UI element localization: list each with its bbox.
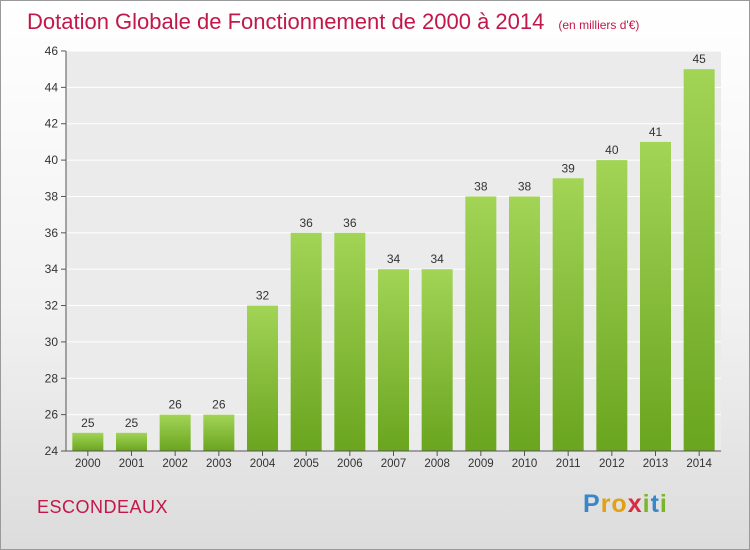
x-tick-label: 2000 [75, 458, 101, 470]
y-tick-label: 34 [45, 262, 59, 276]
bar [247, 305, 278, 451]
bar [640, 141, 671, 451]
logo-letter: o [611, 490, 628, 518]
data-label: 40 [605, 143, 619, 157]
x-tick-label: 2007 [381, 458, 407, 470]
x-tick-label: 2008 [424, 458, 450, 470]
logo-letter: i [642, 490, 651, 518]
x-tick-label: 2012 [599, 458, 625, 470]
data-label: 26 [212, 398, 226, 412]
data-label: 38 [474, 179, 488, 193]
unit-label: (en milliers d'€) [558, 18, 640, 32]
y-tick-label: 30 [45, 335, 59, 349]
logo-letter: P [583, 490, 601, 518]
y-tick-label: 46 [45, 44, 59, 58]
data-label: 36 [299, 216, 313, 230]
bar [421, 269, 453, 451]
logo-letter: i [659, 490, 668, 518]
y-tick-label: 42 [45, 117, 59, 131]
data-label: 39 [561, 161, 575, 175]
x-tick-label: 2006 [337, 458, 363, 470]
bar [596, 160, 628, 451]
x-tick-label: 2009 [468, 458, 494, 470]
x-tick-label: 2005 [293, 458, 319, 470]
logo-letter: x [627, 490, 643, 518]
bar [683, 69, 715, 451]
chart-title: Dotation Globale de Fonctionnement de 20… [27, 9, 639, 35]
bar [203, 414, 235, 451]
x-tick-label: 2013 [643, 458, 669, 470]
y-tick-label: 26 [45, 408, 59, 422]
bar [116, 432, 147, 451]
data-label: 25 [125, 416, 139, 430]
bar [552, 178, 584, 452]
data-label: 34 [430, 252, 444, 266]
x-tick-label: 2001 [119, 458, 145, 470]
logo-letter: r [600, 490, 612, 518]
data-label: 32 [256, 289, 270, 303]
bar [159, 414, 191, 451]
data-label: 25 [81, 416, 95, 430]
y-tick-label: 24 [45, 444, 59, 458]
y-tick-label: 40 [45, 153, 59, 167]
y-tick-label: 28 [45, 371, 59, 385]
x-tick-label: 2014 [686, 458, 712, 470]
data-label: 26 [168, 398, 182, 412]
bar [72, 432, 104, 451]
bar [290, 232, 322, 451]
x-tick-label: 2010 [512, 458, 538, 470]
bar [378, 269, 409, 451]
data-label: 36 [343, 216, 357, 230]
bar [334, 232, 366, 451]
x-tick-label: 2004 [250, 458, 276, 470]
x-tick-label: 2003 [206, 458, 232, 470]
x-tick-label: 2011 [556, 458, 581, 470]
y-tick-label: 32 [45, 299, 59, 313]
bar [509, 196, 540, 451]
data-label: 38 [518, 179, 532, 193]
data-label: 34 [387, 252, 401, 266]
commune-name: ESCONDEAUX [37, 497, 169, 517]
bar [465, 196, 497, 451]
y-tick-label: 38 [45, 189, 59, 203]
y-tick-label: 36 [45, 226, 59, 240]
chart-title-text: Dotation Globale de Fonctionnement de 20… [27, 9, 545, 34]
x-tick-label: 2002 [162, 458, 188, 470]
proxiti-logo: Proxiti [583, 490, 668, 519]
y-tick-label: 44 [45, 80, 59, 94]
logo-letter: t [650, 490, 660, 518]
data-label: 45 [692, 52, 706, 66]
data-label: 41 [649, 125, 663, 139]
